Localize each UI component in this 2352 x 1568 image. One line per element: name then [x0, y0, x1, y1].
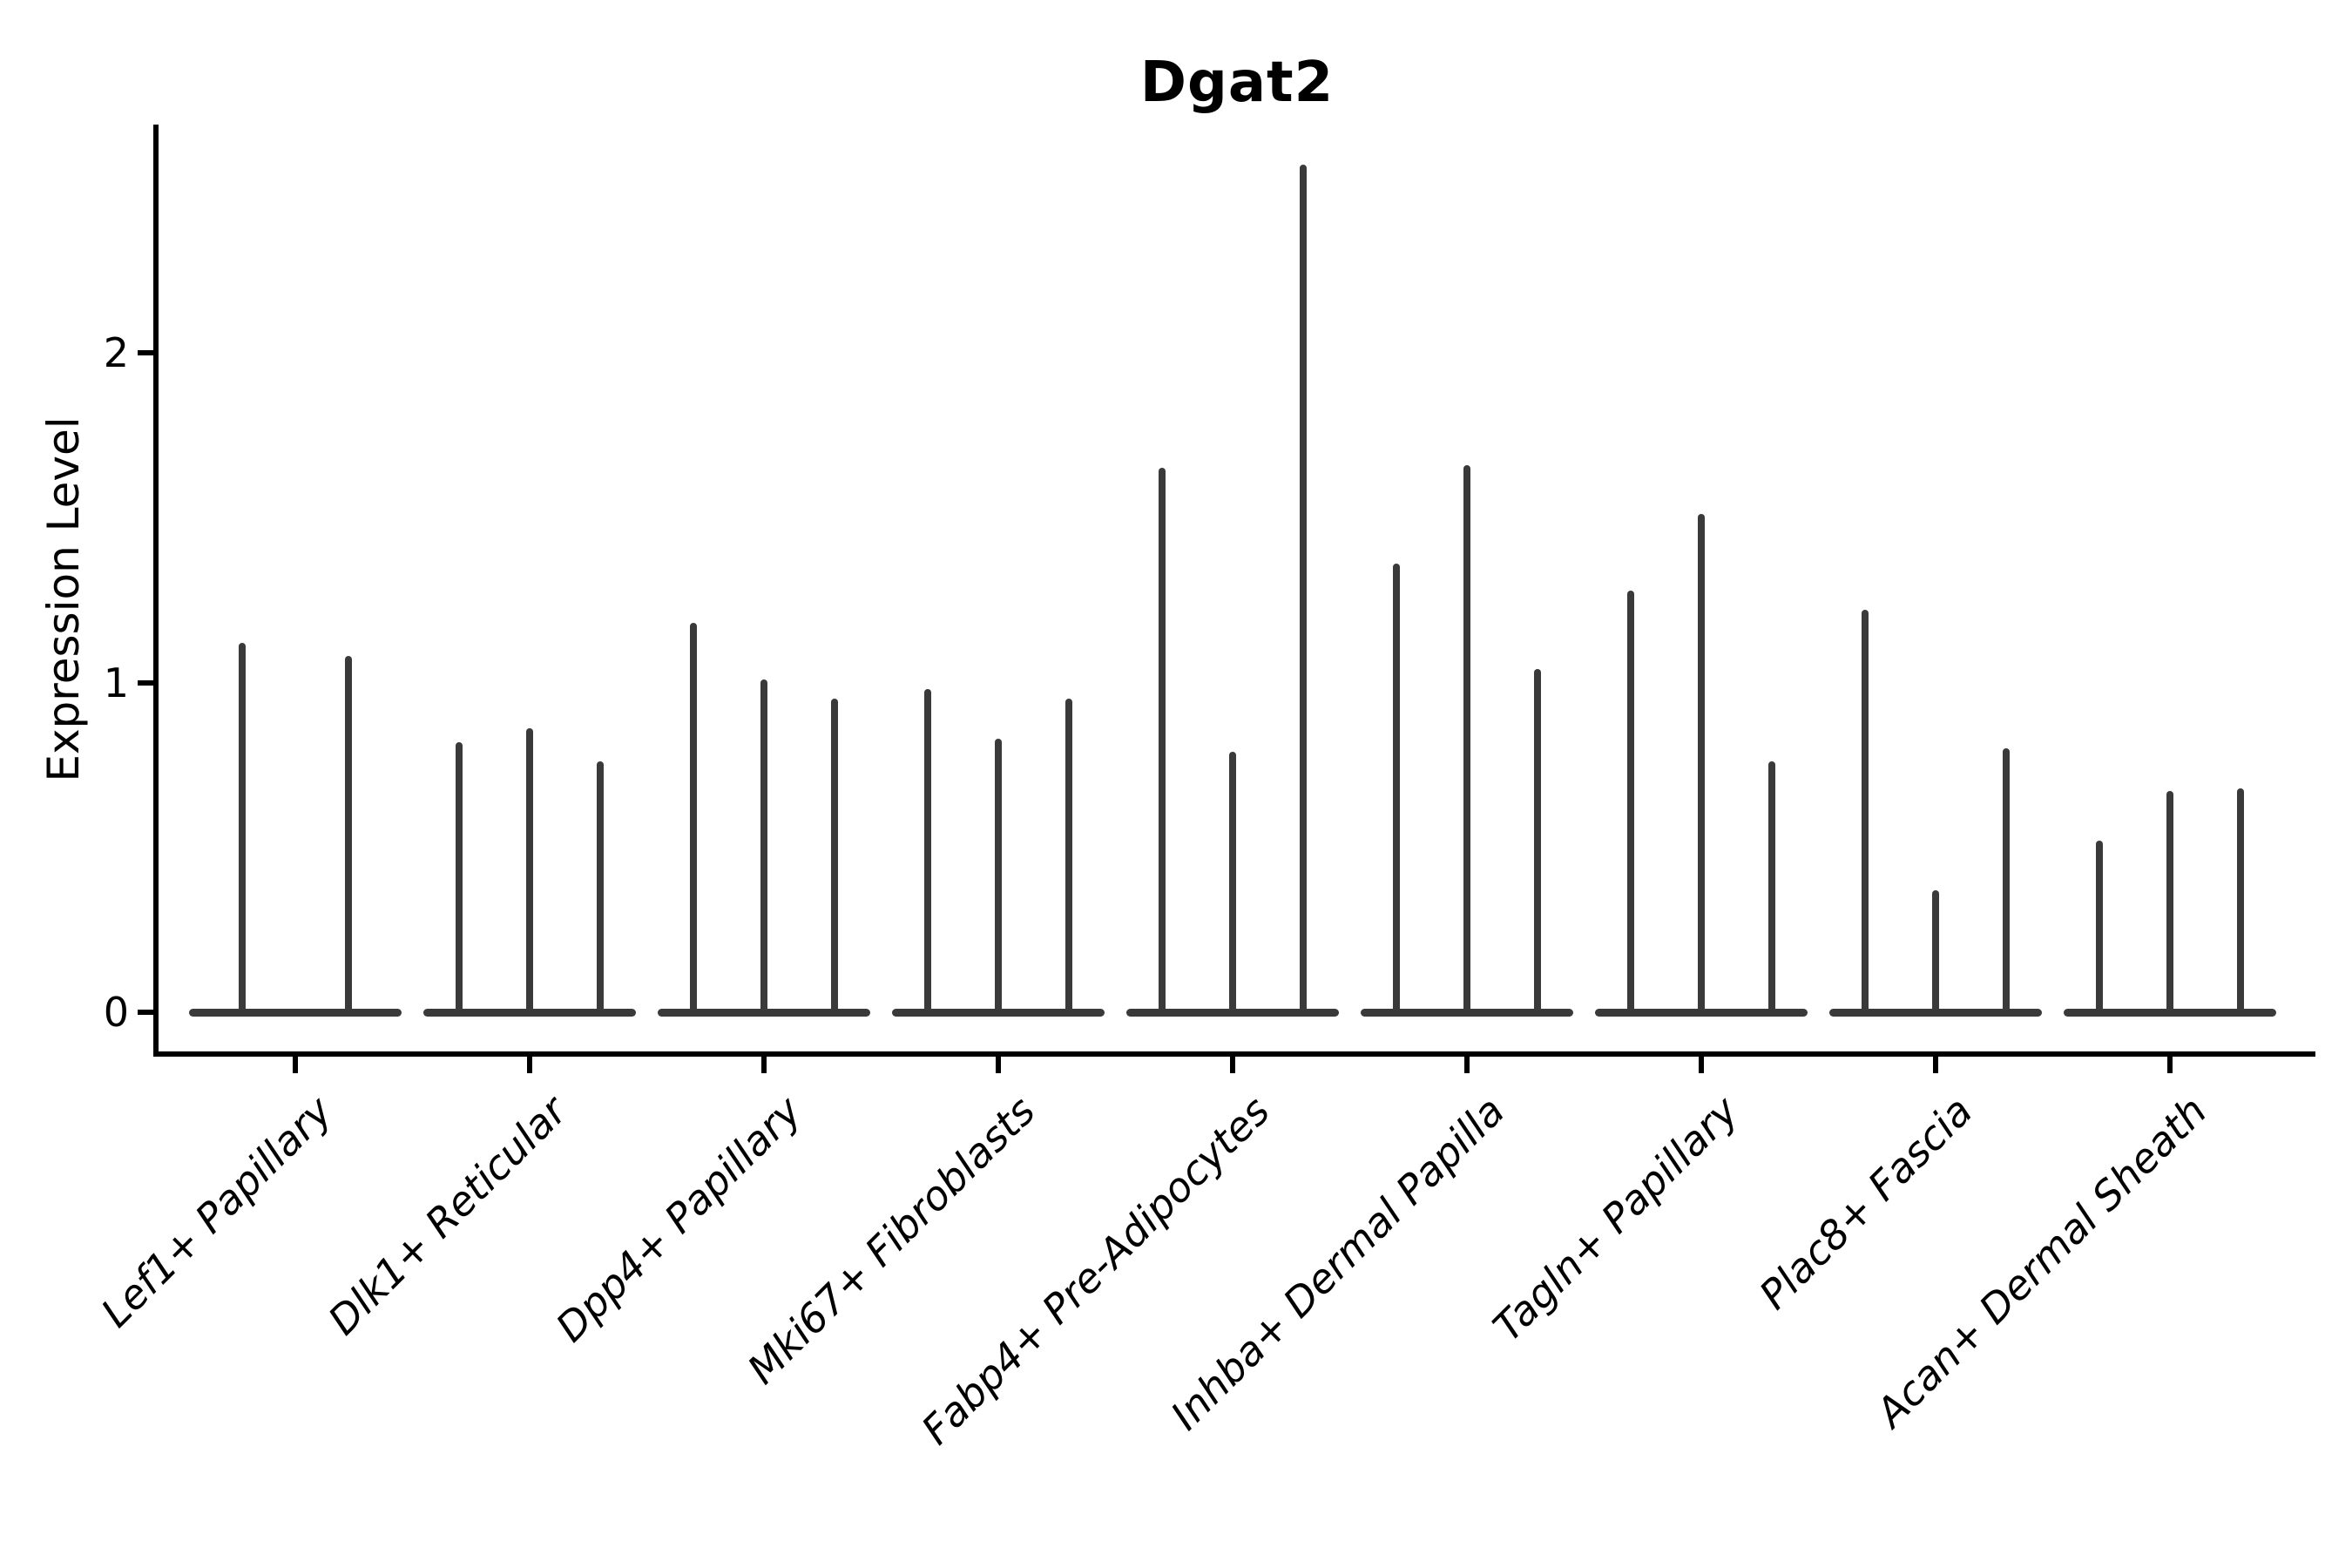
violin-base: [1829, 1009, 2042, 1017]
violin-spike: [525, 728, 533, 1012]
violin-spike: [2095, 841, 2103, 1012]
violin-spike: [238, 643, 246, 1012]
violin-base: [189, 1009, 402, 1017]
y-tick: [138, 1010, 153, 1015]
y-axis-label: Expression Level: [38, 416, 89, 782]
violin-spike: [1064, 699, 1072, 1012]
violin-spike: [689, 623, 697, 1012]
chart-title: Dgat2: [1139, 51, 1335, 115]
x-tick: [292, 1057, 298, 1073]
y-axis-spine: [153, 125, 159, 1057]
violin-spike: [1228, 751, 1236, 1012]
y-tick-label: 2: [103, 329, 129, 376]
x-tick-label: Lef1+ Papillary: [92, 1087, 341, 1336]
x-tick: [1229, 1057, 1235, 1073]
violin-spike: [1931, 889, 1939, 1012]
x-axis-spine: [153, 1051, 2315, 1057]
x-tick: [2166, 1057, 2173, 1073]
violin-spike: [1767, 761, 1775, 1012]
x-tick-label: Tagln+ Papillary: [1484, 1087, 1747, 1351]
violin-base: [658, 1009, 870, 1017]
y-tick: [138, 350, 153, 355]
x-tick-label: Dpp4+ Papillary: [546, 1087, 810, 1351]
violin-spike: [344, 656, 352, 1012]
violin-base: [1126, 1009, 1339, 1017]
violin-base: [2064, 1009, 2276, 1017]
violin-base: [892, 1009, 1105, 1017]
violin-spike: [830, 699, 838, 1012]
violin-base: [1361, 1009, 1573, 1017]
violin-spike: [1533, 669, 1541, 1012]
violin-spike: [2002, 748, 2010, 1012]
violin-spike: [1463, 464, 1470, 1012]
violin-base: [423, 1009, 636, 1017]
x-tick: [1932, 1057, 1938, 1073]
x-tick: [1463, 1057, 1470, 1073]
violin-spike: [1861, 610, 1869, 1012]
x-tick: [760, 1057, 767, 1073]
x-tick: [1698, 1057, 1704, 1073]
violin-spike: [1299, 165, 1307, 1012]
y-tick: [138, 679, 153, 686]
x-tick-label: Dlk1+ Reticular: [319, 1087, 576, 1344]
x-tick-label: Plac8+ Fascia: [1750, 1087, 1982, 1319]
y-tick-label: 0: [103, 989, 129, 1036]
violin-spike: [596, 761, 604, 1012]
y-tick-label: 1: [103, 659, 129, 706]
violin-spike: [923, 689, 931, 1012]
violin-spike: [1697, 514, 1705, 1012]
violin-spike: [760, 679, 767, 1012]
x-tick: [995, 1057, 1001, 1073]
violin-spike: [2236, 787, 2244, 1012]
violin-spike: [1158, 468, 1166, 1012]
violin-spike: [994, 738, 1002, 1012]
violin-spike: [1626, 590, 1634, 1012]
x-tick: [526, 1057, 532, 1073]
violin-spike: [2166, 791, 2173, 1012]
violin-spike: [455, 741, 463, 1012]
violin-base: [1595, 1009, 1808, 1017]
violin-spike: [1392, 564, 1400, 1012]
